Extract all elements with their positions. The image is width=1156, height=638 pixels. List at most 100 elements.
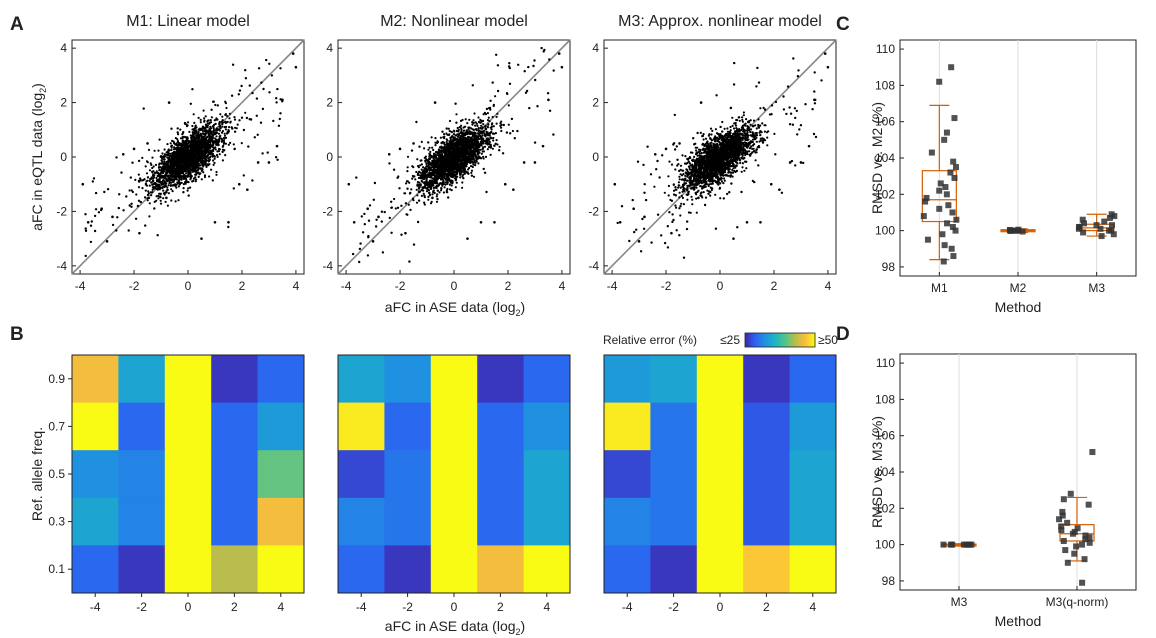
scatter-point [468, 157, 471, 160]
scatter-point [163, 160, 166, 164]
scatter-point [517, 63, 520, 66]
scatter-point [467, 155, 470, 158]
scatter-point [196, 154, 200, 157]
scatter-point [400, 204, 403, 207]
scatter-point [416, 158, 419, 161]
scatter-point [435, 166, 438, 169]
scatter-point [501, 152, 505, 155]
scatter-point [221, 115, 224, 118]
scatter-point [207, 134, 210, 138]
scatter-point [199, 161, 202, 164]
scatter-point [542, 50, 545, 53]
scatter-point [189, 164, 192, 167]
scatter-point [190, 147, 193, 151]
scatter-point [218, 153, 221, 156]
scatter-point [200, 144, 203, 147]
scatter-point [211, 141, 214, 144]
scatter-point [279, 112, 282, 115]
scatter-point [177, 156, 180, 159]
scatter-point [193, 164, 196, 167]
scatter-point [106, 188, 110, 191]
scatter-point [178, 160, 181, 163]
scatter-point [533, 141, 537, 144]
scatter-point [146, 176, 149, 179]
scatter-point [432, 155, 435, 159]
scatter-point [208, 152, 211, 155]
scatter-point [486, 112, 489, 115]
scatter-point [100, 207, 103, 210]
scatter-point [416, 184, 419, 187]
scatter-point [477, 116, 480, 119]
scatter-point [462, 177, 465, 180]
scatter-point [165, 162, 168, 165]
panel-letter-d: D [836, 324, 850, 345]
scatter-point [176, 182, 179, 185]
scatter-point [496, 64, 500, 67]
scatter-point [680, 194, 683, 197]
scatter-point [193, 169, 196, 172]
scatter-point [179, 156, 182, 159]
scatter-point [454, 186, 457, 189]
panel-letter-c: C [836, 14, 850, 35]
scatter-point [179, 165, 182, 168]
scatter-point [438, 191, 441, 194]
scatter-point [223, 137, 226, 140]
scatter-point [444, 181, 447, 184]
scatter-point [508, 66, 511, 70]
scatter-point [206, 136, 209, 139]
scatter-point [459, 119, 463, 122]
scatter-point [174, 137, 177, 140]
scatter-point [115, 156, 118, 159]
scatter-point [158, 192, 161, 195]
scatter-point [455, 145, 458, 148]
scatter-point [441, 158, 444, 161]
scatter-point [486, 131, 489, 134]
scatter-point [440, 187, 443, 190]
scatter-point [218, 125, 221, 128]
scatter-point [214, 148, 217, 151]
scatter-point [213, 155, 216, 158]
scatter-point [495, 122, 498, 125]
x-tick-label: -2 [395, 279, 406, 293]
scatter-point [425, 190, 429, 193]
scatter-point [202, 165, 205, 168]
scatter-point [682, 203, 686, 206]
scatter-point [443, 133, 446, 136]
scatter-point [214, 146, 217, 149]
scatter-point [468, 126, 471, 129]
scatter-point [134, 178, 137, 181]
scatter-point [457, 130, 460, 133]
x-tick-label: -2 [129, 279, 140, 293]
y-tick-label: 4 [60, 41, 67, 55]
scatter-point [224, 113, 227, 117]
y-tick-label: 2 [326, 96, 333, 110]
scatter-point [434, 144, 437, 147]
scatter-point [275, 144, 279, 148]
scatter-point [442, 136, 445, 139]
scatter-point [164, 200, 167, 203]
scatter-point [420, 179, 423, 182]
scatter-point [172, 148, 176, 151]
scatter-point [181, 154, 184, 157]
scatter-point [171, 139, 174, 142]
scatter-point [423, 182, 426, 185]
scatter-point [200, 167, 203, 170]
scatter-point [199, 121, 202, 124]
scatter-point [460, 151, 463, 154]
scatter-point [483, 171, 487, 174]
scatter-point [467, 168, 470, 171]
scatter-point [464, 118, 467, 121]
scatter-point [490, 128, 493, 131]
y-tick-label: -2 [322, 204, 333, 218]
scatter-point [447, 165, 450, 168]
scatter-point [511, 129, 514, 133]
scatter-point [189, 145, 192, 148]
scatter-point [481, 147, 484, 150]
scatter-point [176, 146, 179, 149]
scatter-point [223, 134, 227, 137]
scatter-point [159, 166, 162, 169]
scatter-point [214, 122, 217, 126]
scatter-point [495, 53, 498, 56]
scatter-point [433, 191, 436, 195]
